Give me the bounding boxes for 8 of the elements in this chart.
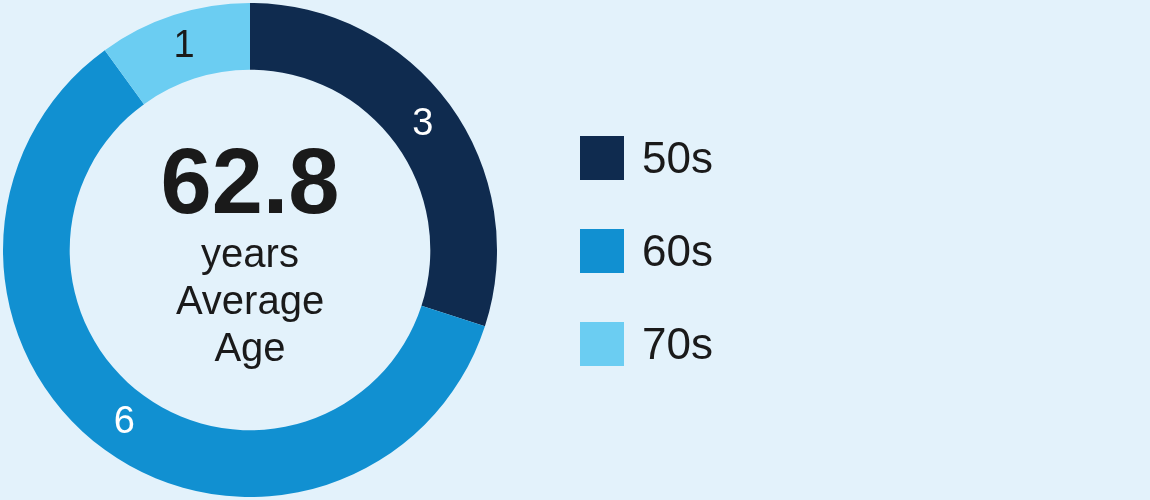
data-label: 6: [113, 399, 135, 442]
data-label: 3: [412, 100, 434, 143]
legend-label: 50s: [642, 133, 713, 183]
text: 62.8: [160, 130, 340, 233]
legend-label: 70s: [642, 319, 713, 369]
data-label: 1: [173, 23, 195, 66]
text: years Average Age: [175, 231, 325, 370]
legend-label: 60s: [642, 226, 713, 276]
